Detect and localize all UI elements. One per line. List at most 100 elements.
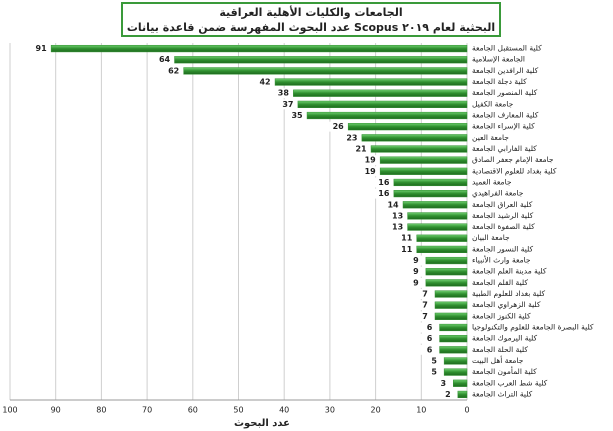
value-label-box	[384, 199, 403, 210]
value-label-box	[416, 311, 435, 322]
bar	[425, 279, 468, 287]
bar	[434, 301, 468, 309]
y-tick-label: كلية الحلة الجامعة	[472, 345, 528, 354]
y-tick-label: الجامعة الإسلامية	[472, 55, 525, 64]
value-label-box	[388, 210, 407, 221]
value-label: 37	[282, 100, 293, 109]
y-tick-label: كلية التراث الجامعة	[472, 389, 533, 398]
y-tick-label: كلية دجلة الجامعة	[472, 77, 527, 86]
value-label: 13	[392, 223, 403, 232]
bar	[439, 346, 468, 354]
x-tick-label: 20	[371, 406, 381, 415]
value-label: 7	[422, 312, 428, 321]
x-tick-label: 40	[279, 406, 289, 415]
bar	[174, 56, 468, 64]
value-label-box	[434, 378, 453, 389]
bar	[434, 290, 468, 298]
value-label: 6	[427, 334, 433, 343]
chart-subtitle: عدد البحوث المفهرسة ضمن قاعدة بيانات Sco…	[127, 21, 495, 34]
value-label-box	[397, 233, 416, 244]
bar	[416, 245, 468, 253]
value-label: 16	[378, 189, 390, 198]
x-axis-label: عدد البحوث	[234, 418, 290, 429]
value-label: 91	[36, 44, 48, 53]
x-tick-label: 90	[51, 406, 61, 415]
value-label: 19	[365, 167, 377, 176]
x-tick-label: 80	[96, 406, 106, 415]
y-tick-label: كلية القلم الجامعة	[472, 278, 528, 287]
y-tick-label: كلية النسور الجامعة	[472, 244, 534, 253]
value-label: 26	[333, 122, 345, 131]
value-label: 7	[422, 290, 428, 299]
y-tick-label: كلية الصفوة الجامعة	[472, 222, 535, 231]
value-label: 7	[422, 301, 428, 310]
bar	[443, 368, 468, 376]
value-label: 5	[431, 356, 437, 365]
bar	[347, 123, 468, 131]
y-tick-label: كلية المنصور الجامعة	[472, 88, 538, 97]
value-label-box	[406, 255, 425, 266]
y-tick-label: كلية شط العرب الجامعة	[472, 378, 548, 387]
bar	[379, 156, 468, 164]
value-label-box	[329, 121, 348, 132]
bar	[274, 78, 468, 86]
y-tick-label: جامعة العين	[472, 133, 509, 142]
bar	[407, 212, 468, 220]
value-label: 16	[378, 178, 390, 187]
y-tick-label: جامعة الإمام جعفر الصادق	[472, 155, 554, 164]
bar	[379, 167, 468, 175]
value-label: 5	[431, 368, 437, 377]
bar	[402, 201, 468, 209]
value-label-box	[420, 344, 439, 355]
bar	[434, 312, 468, 320]
value-label-box	[32, 43, 51, 54]
bar	[453, 379, 468, 387]
y-tick-label: كلية مدينة العلم الجامعة	[472, 267, 547, 276]
value-label: 19	[365, 156, 377, 165]
y-tick-label: كلية الفارابي الجامعة	[472, 144, 537, 153]
bar	[297, 100, 468, 108]
bar	[393, 190, 468, 198]
value-label: 21	[355, 144, 367, 153]
y-tick-label: كلية الزهراوي الجامعة	[472, 300, 541, 309]
bar	[425, 268, 468, 276]
value-label-box	[406, 266, 425, 277]
y-tick-label: كلية الإسراء الجامعة	[472, 122, 535, 131]
y-tick-label: كلية الرشيد الجامعة	[472, 211, 534, 220]
value-label: 6	[427, 323, 433, 332]
bar	[457, 390, 468, 399]
title-box	[121, 2, 501, 37]
value-label: 9	[413, 256, 419, 265]
value-label: 13	[392, 211, 403, 220]
value-label: 6	[427, 345, 433, 354]
value-label-box	[288, 110, 307, 121]
value-label-box	[256, 77, 275, 88]
value-label-box	[438, 389, 457, 400]
value-label-box	[361, 155, 380, 166]
bar	[425, 256, 468, 265]
y-tick-label: كلية بغداد للعلوم الاقتصادية	[472, 166, 557, 175]
value-label-box	[155, 54, 174, 65]
value-label: 35	[291, 111, 303, 120]
x-tick-label: 0	[464, 406, 469, 415]
y-tick-label: جامعة العميد	[472, 177, 512, 186]
value-label-box	[416, 289, 435, 300]
y-tick-label: جامعة البيان	[472, 233, 510, 242]
x-tick-label: 70	[142, 406, 152, 415]
bar	[439, 323, 468, 332]
bar	[306, 111, 468, 120]
value-label-box	[342, 132, 361, 143]
y-tick-label: كلية البصرة الجامعة للعلوم والتكنولوجيا	[472, 322, 594, 331]
value-label: 64	[159, 55, 171, 64]
value-label: 9	[413, 267, 419, 276]
value-label: 14	[387, 200, 399, 209]
bar	[407, 223, 468, 231]
value-label: 11	[401, 245, 413, 254]
value-label: 11	[401, 234, 413, 243]
chart-title: الجامعات والكليات الأهلية العراقية	[219, 5, 402, 19]
y-tick-label: كلية المستقبل الجامعة	[472, 44, 542, 53]
value-label-box	[397, 244, 416, 255]
value-label-box	[420, 322, 439, 333]
bar	[393, 178, 468, 187]
value-label-box	[164, 65, 183, 76]
